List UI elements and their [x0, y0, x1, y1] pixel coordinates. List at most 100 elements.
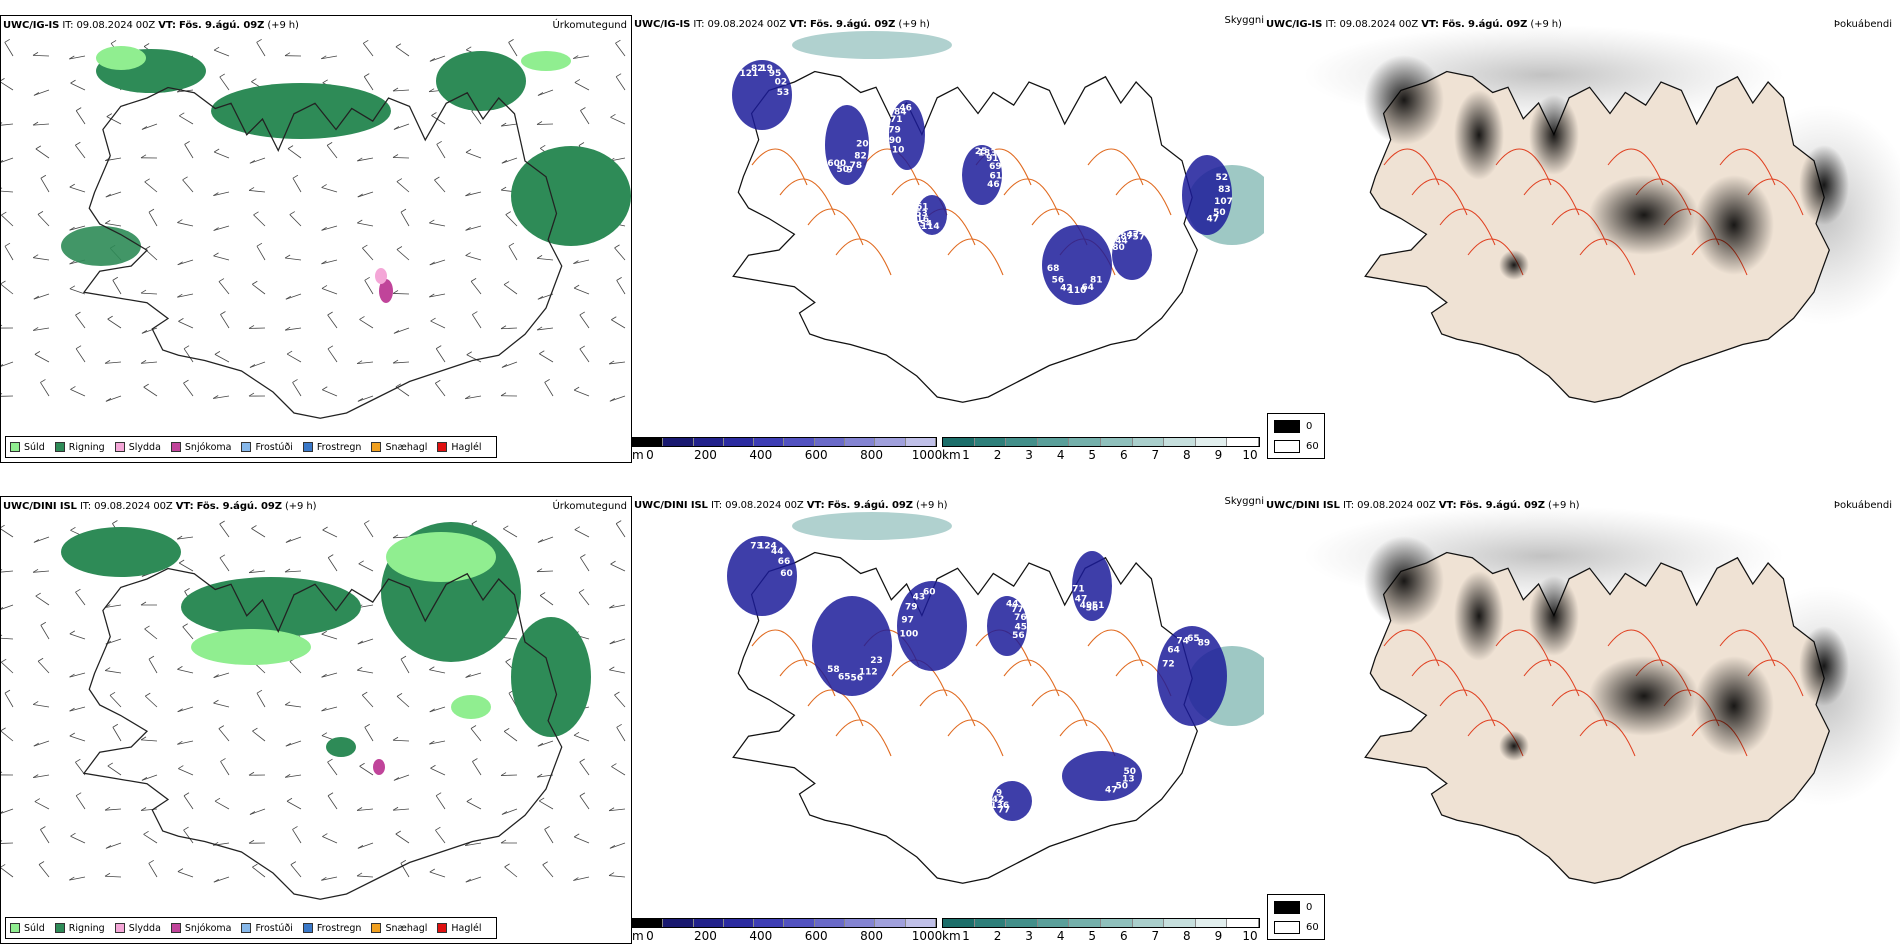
wind-barb: [610, 116, 626, 125]
scale-tick: 3: [1025, 448, 1033, 462]
cloud-base-value: 47: [1075, 594, 1088, 604]
wind-barb: [573, 389, 590, 397]
cloud-base-value: 56: [850, 673, 863, 683]
scale-swatch: [845, 438, 876, 446]
scale-swatch: [1164, 438, 1196, 446]
wind-barb-flag: [395, 383, 402, 388]
legend-label: Frostúði: [255, 922, 293, 934]
cloud-base-value: 91: [986, 154, 999, 164]
cloud-base-value: 110: [1068, 286, 1087, 296]
scale-unit: km: [942, 929, 961, 943]
scale-swatch: [1037, 438, 1070, 446]
wind-barb: [435, 348, 446, 363]
wind-barb: [472, 761, 482, 776]
scale-swatch: [974, 919, 1007, 927]
road-line: [1607, 148, 1664, 186]
cloud-base-value: 47: [1105, 786, 1118, 796]
cloud-base-value: 133: [978, 149, 997, 159]
wind-barb-flag: [177, 293, 183, 298]
wind-barb: [33, 89, 50, 96]
road-line: [1031, 689, 1088, 727]
wind-barb: [286, 800, 302, 810]
wind-barb: [363, 523, 374, 538]
cloud-base-value: 64: [1167, 646, 1180, 656]
wind-barb: [75, 314, 86, 329]
road-line: [1411, 178, 1468, 216]
scale-swatch: [1006, 438, 1038, 446]
legend-label: Frostregn: [316, 922, 362, 934]
wind-barb-flag: [213, 148, 220, 153]
wind-barb: [1, 157, 14, 163]
scale-swatch: [1227, 919, 1259, 927]
wind-barb-flag: [322, 386, 328, 391]
legend-swatch: [302, 923, 313, 933]
fog-area: [1694, 656, 1774, 756]
wind-barb: [256, 245, 266, 261]
wind-barb-flag: [32, 121, 39, 126]
wind-barb: [573, 734, 590, 742]
scale-swatch: [693, 438, 724, 446]
wind-barb-flag: [112, 723, 119, 728]
wind-barb: [579, 795, 590, 810]
wind-barb-flag: [70, 832, 76, 837]
wind-barb-flag: [327, 792, 334, 797]
cloud-base-value: 114: [921, 222, 940, 232]
wind-barb: [69, 706, 86, 712]
wind-barb: [178, 562, 194, 572]
wind-barb-flag: [177, 868, 184, 872]
wind-barb-flag: [364, 276, 370, 281]
road-line: [1607, 629, 1664, 667]
wind-barb: [501, 808, 518, 815]
wind-barb: [179, 115, 194, 125]
wind-barb-flag: [32, 568, 39, 573]
wind-barb: [500, 774, 518, 776]
wind-barb-flag: [537, 92, 544, 96]
wind-barb: [35, 595, 50, 606]
cloud-base-value: 83: [1218, 185, 1231, 195]
road-line: [1087, 629, 1144, 667]
wind-barb: [321, 225, 338, 231]
wind-barb: [34, 801, 50, 810]
cloud-base-value: 19: [760, 64, 773, 74]
wind-barb-flag: [177, 261, 183, 266]
wind-barb-flag: [178, 559, 185, 564]
wind-barb-flag: [537, 742, 544, 747]
wind-barb: [148, 658, 158, 674]
scale-colorbar: [942, 437, 1260, 447]
fog-map: [1304, 506, 1900, 884]
wind-barb-flag: [608, 872, 615, 876]
wind-barb-flag: [573, 284, 580, 289]
wind-barb-flag: [69, 732, 76, 737]
wind-barb: [466, 801, 482, 810]
road-line: [1719, 629, 1776, 667]
wind-barb: [213, 702, 230, 708]
wind-barb-flag: [148, 655, 155, 660]
wind-barb-flag: [542, 861, 548, 866]
wind-barb: [362, 43, 374, 57]
wind-barb-flag: [465, 192, 471, 197]
wind-barb: [396, 249, 410, 261]
wind-barb: [213, 876, 230, 883]
wind-barb-flag: [503, 281, 510, 285]
wind-barb: [107, 765, 122, 776]
wind-barb-flag: [1, 324, 3, 327]
wind-barb: [501, 157, 518, 164]
wind-barb-flag: [574, 833, 580, 838]
wind-barb-flag: [141, 777, 148, 781]
legend-swatch: [371, 442, 382, 452]
wind-barb: [143, 386, 158, 397]
wind-barb: [536, 570, 554, 573]
cloud-base-scale: m 0 200 400 600 800 1000: [632, 437, 942, 463]
cloud-base-value: 56: [1052, 275, 1065, 285]
scale-tick: 10: [1242, 929, 1258, 943]
wind-barb: [148, 211, 158, 227]
wind-barb: [436, 144, 446, 159]
scale-tick: 9: [1214, 929, 1223, 943]
road-line: [1523, 659, 1580, 697]
wind-barb-flag: [540, 144, 546, 149]
wind-barb: [40, 829, 50, 844]
legend-swatch: [54, 442, 65, 452]
fog-area: [1454, 90, 1504, 180]
wind-barb-flag: [430, 317, 436, 322]
cloud-base-value: 50: [836, 165, 849, 175]
